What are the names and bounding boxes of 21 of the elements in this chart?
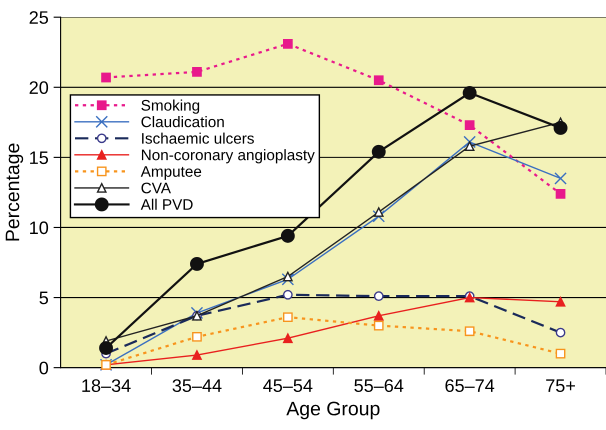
- y-axis-title: Percentage: [6, 144, 24, 241]
- x-tick-label: 35–44: [172, 379, 222, 392]
- legend-label: All PVD: [140, 198, 193, 210]
- y-tick-label: 0: [39, 362, 48, 374]
- legend-label: Claudication: [141, 116, 224, 128]
- y-tick-label: 15: [30, 152, 48, 164]
- x-tick-label: 75+: [546, 379, 575, 392]
- legend-label: Smoking: [141, 100, 200, 114]
- legend-label: Non-coronary angioplasty: [142, 149, 315, 164]
- legend-label: Amputee: [140, 166, 202, 180]
- legend-label: CVA: [141, 182, 171, 194]
- x-axis-title: Age Group: [286, 402, 380, 420]
- x-tick-label: 65–74: [445, 379, 494, 392]
- x-tick-label: 55–64: [354, 379, 404, 392]
- x-tick-label: 45–54: [263, 379, 312, 392]
- y-tick-label: 5: [39, 292, 48, 304]
- x-tick-label: 18–34: [82, 379, 131, 392]
- y-tick-label: 25: [30, 11, 48, 24]
- y-tick-label: 20: [30, 81, 48, 94]
- legend-label: Ischaemic ulcers: [142, 132, 254, 144]
- y-tick-label: 10: [30, 221, 48, 234]
